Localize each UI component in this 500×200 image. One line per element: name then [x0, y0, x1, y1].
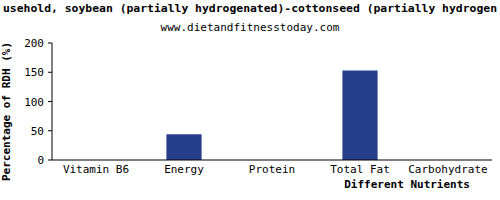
- y-tick: [48, 160, 52, 161]
- bar: [166, 134, 201, 160]
- chart-svg: usehold, soybean (partially hydrogenated…: [0, 0, 500, 200]
- y-tick: [48, 101, 52, 102]
- y-tick-label: 200: [24, 37, 44, 50]
- bar: [342, 70, 377, 160]
- chart-container: usehold, soybean (partially hydrogenated…: [0, 0, 500, 200]
- y-tick-label: 50: [31, 125, 44, 138]
- y-tick: [48, 130, 52, 131]
- y-tick-label: 0: [37, 154, 44, 167]
- bars: [166, 70, 377, 160]
- y-axis-label: Percentage of RDH (%): [0, 42, 13, 181]
- x-axis-label: Different Nutrients: [344, 178, 470, 191]
- x-axis: [52, 160, 492, 161]
- y-tick-label: 150: [24, 66, 44, 79]
- subtitle: www.dietandfitnesstoday.com: [161, 21, 340, 34]
- x-tick-label: Carbohydrate: [408, 163, 487, 176]
- x-tick-label: Vitamin B6: [63, 163, 129, 176]
- y-tick: [48, 43, 52, 44]
- background: [0, 0, 500, 200]
- y-tick-label: 100: [24, 96, 44, 109]
- title: usehold, soybean (partially hydrogenated…: [3, 2, 497, 15]
- x-tick-label: Energy: [164, 163, 204, 176]
- y-tick: [48, 72, 52, 73]
- x-tick-label: Total Fat: [330, 163, 390, 176]
- x-tick-label: Protein: [249, 163, 295, 176]
